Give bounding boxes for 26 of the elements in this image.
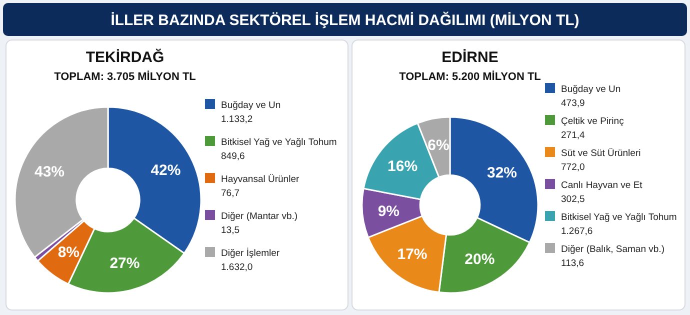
legend-label: Buğday ve Un 473,9	[561, 84, 621, 109]
legend-label: Canlı Hayvan ve Et 302,5	[561, 180, 643, 205]
data-label: 43%	[34, 164, 65, 181]
legend-label: Süt ve Süt Ürünleri 772,0	[561, 148, 641, 173]
legend-label: Hayvansal Ürünler 76,7	[221, 174, 300, 199]
data-label: 17%	[397, 246, 428, 263]
data-label: 6%	[428, 136, 450, 154]
chart-title: EDİRNE	[442, 49, 498, 66]
data-label: 32%	[486, 164, 518, 182]
legend-label: Çeltik ve Pirinç 271,4	[561, 116, 624, 141]
chart-subtitle: TOPLAM: 3.705 MİLYON TL	[54, 70, 196, 83]
legend-label: Bitkisel Yağ ve Yağlı Tohum 849,6	[221, 137, 337, 162]
data-label: 42%	[150, 162, 181, 180]
chart-title: TEKİRDAĞ	[86, 48, 164, 66]
legend-label: Diğer (Mantar vb.) 13,5	[221, 211, 298, 236]
data-label: 27%	[110, 255, 140, 272]
data-label: 20%	[464, 251, 495, 268]
legend-label: Diğer İşlemler 1.632,0	[221, 247, 280, 273]
legend-label: Bitkisel Yağ ve Yağlı Tohum 1.267,6	[561, 212, 677, 237]
data-label: 16%	[388, 158, 418, 175]
data-label: 9%	[378, 203, 400, 220]
chart-subtitle: TOPLAM: 5.200 MİLYON TL	[399, 70, 542, 83]
legend-label: Buğday ve Un 1.133,2	[221, 100, 281, 125]
data-label: 8%	[58, 244, 80, 262]
text: İLLER BAZINDA SEKTÖREL İŞLEM HACMİ DAĞILIMI (MİLYON TL)	[110, 11, 580, 29]
legend-label: Diğer (Balık, Saman vb.) 113,6	[561, 244, 664, 269]
